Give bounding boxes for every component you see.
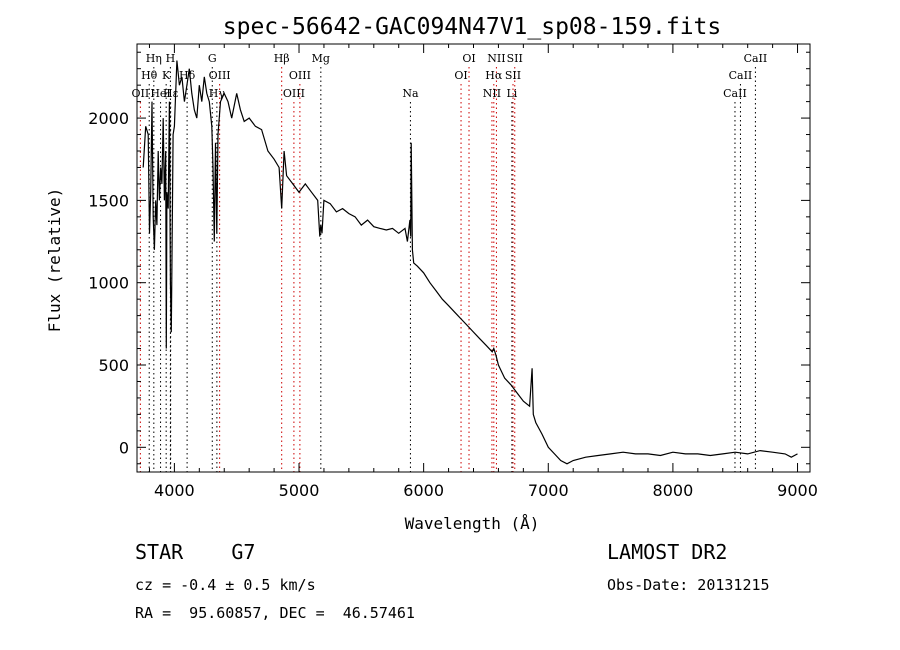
y-tick-label-4: 2000	[88, 109, 129, 128]
spectral-line-labels: OIIHθHηHeIKHHεHδGHγOIIIHβOIIIOIIIMgNaOIO…	[132, 52, 768, 100]
x-tick-label-5: 9000	[777, 481, 818, 500]
line-label-3: HeI	[150, 87, 170, 100]
y-tick-label-3: 1500	[88, 191, 129, 210]
line-label-12: OIII	[283, 87, 305, 100]
line-label-6: Hε	[163, 87, 179, 100]
line-label-1: Hθ	[141, 69, 158, 82]
line-label-24: CaII	[723, 87, 747, 100]
line-label-18: NII	[483, 87, 501, 100]
line-label-4: K	[162, 69, 171, 82]
x-axis-label: Wavelength (Å)	[405, 514, 540, 533]
x-axis-ticks: 4000 5000 6000 7000 8000 9000	[148, 44, 818, 500]
line-label-22: SII	[505, 69, 521, 82]
line-label-23: SII	[507, 52, 523, 65]
coordinates-label: RA = 95.60857, DEC = 46.57461	[135, 604, 415, 622]
obs-date-label: Obs-Date: 20131215	[607, 576, 770, 594]
line-label-0: OII	[132, 87, 150, 100]
classification-label: STAR G7	[135, 540, 256, 564]
line-label-2: Hη	[146, 52, 162, 65]
x-tick-label-3: 7000	[528, 481, 569, 500]
x-tick-label-1: 5000	[279, 481, 320, 500]
redshift-label: cz = -0.4 ± 0.5 km/s	[135, 576, 316, 594]
spectral-line-markers	[139, 67, 756, 472]
line-label-9: Hγ	[209, 87, 226, 100]
y-axis-label: Flux (relative)	[45, 188, 64, 333]
line-label-21: Li	[506, 87, 517, 100]
line-label-16: OI	[454, 69, 467, 82]
line-label-8: G	[208, 52, 217, 65]
y-tick-label-1: 500	[98, 356, 129, 375]
spectrum-line	[142, 60, 798, 465]
y-tick-label-0: 0	[119, 438, 129, 457]
line-label-26: CaII	[744, 52, 768, 65]
line-label-5: H	[166, 52, 176, 65]
line-label-11: Hβ	[274, 52, 290, 65]
line-label-20: NII	[487, 52, 505, 65]
line-label-10: OIII	[209, 69, 231, 82]
x-tick-label-2: 6000	[403, 481, 444, 500]
line-label-7: Hδ	[179, 69, 196, 82]
x-tick-label-4: 8000	[653, 481, 694, 500]
y-tick-label-2: 1000	[88, 274, 129, 293]
line-label-15: Na	[402, 87, 419, 100]
y-axis-ticks: 0 500 1000 1500 2000	[88, 51, 810, 465]
line-label-25: CaII	[729, 69, 753, 82]
line-label-13: OIII	[289, 69, 311, 82]
plot-frame	[136, 43, 811, 473]
chart-title: spec-56642-GAC094N47V1_sp08-159.fits	[223, 14, 722, 40]
line-label-19: Hα	[485, 69, 503, 82]
survey-label: LAMOST DR2	[607, 540, 728, 564]
x-tick-label-0: 4000	[154, 481, 195, 500]
line-label-17: OI	[462, 52, 475, 65]
line-label-14: Mg	[312, 52, 330, 65]
